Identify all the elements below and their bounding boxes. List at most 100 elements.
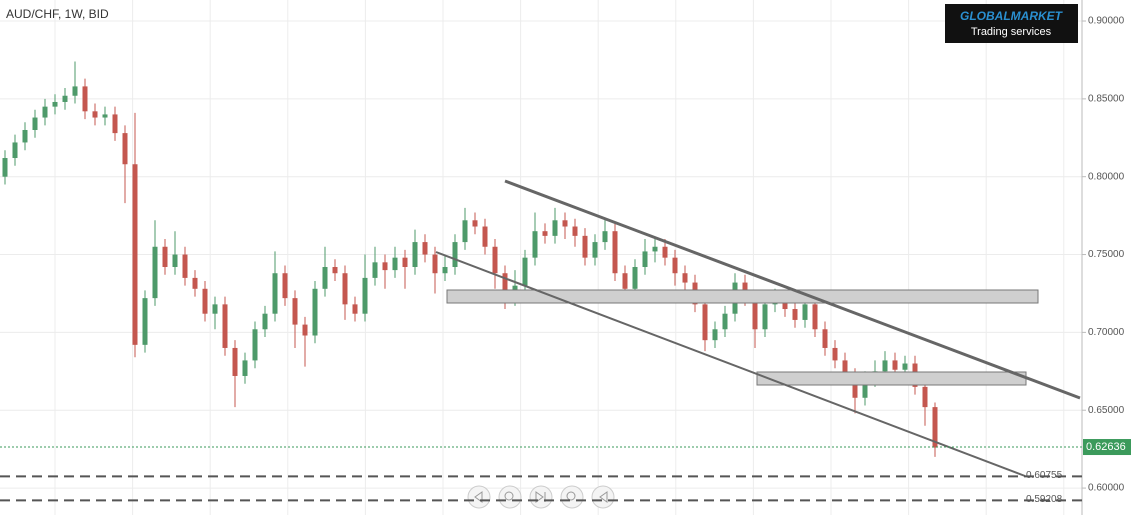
candle-body xyxy=(92,111,98,118)
candle-body xyxy=(832,347,838,361)
candle-body xyxy=(792,309,798,320)
chart-title: AUD/CHF, 1W, BID xyxy=(6,7,109,21)
logo-box xyxy=(945,4,1078,43)
candle-body xyxy=(152,246,158,299)
logo-subtitle: Trading services xyxy=(971,26,1052,38)
candle-body xyxy=(552,220,558,236)
y-tick-label: 0.60000 xyxy=(1088,483,1125,494)
y-tick-label: 0.70000 xyxy=(1088,327,1125,338)
y-tick-label: 0.65000 xyxy=(1088,405,1125,416)
zoom-out-button[interactable] xyxy=(498,485,522,509)
toolbar-icons xyxy=(474,491,608,503)
candle-body xyxy=(62,95,68,102)
candle-body xyxy=(412,242,418,267)
candle-body xyxy=(472,220,478,227)
candle-body xyxy=(382,262,388,271)
candle-body xyxy=(672,257,678,274)
candle-body xyxy=(142,298,148,345)
candle-body xyxy=(482,226,488,247)
candle-body xyxy=(722,313,728,330)
zoom-in-icon xyxy=(566,491,576,501)
candle-body xyxy=(812,304,818,330)
candle-body xyxy=(132,164,138,345)
candle-body xyxy=(292,298,298,325)
candle-body xyxy=(192,277,198,289)
candle-body xyxy=(22,129,28,143)
candle-body xyxy=(562,220,568,227)
candle-body xyxy=(612,231,618,274)
candle-body xyxy=(362,277,368,314)
toolbar xyxy=(467,485,615,509)
candle-body xyxy=(592,242,598,258)
candle-body xyxy=(202,288,208,314)
candle-body xyxy=(652,246,658,252)
logo: GLOBALMARKET Trading services xyxy=(945,4,1078,43)
candle-body xyxy=(232,347,238,376)
candle-body xyxy=(432,254,438,274)
candle-body xyxy=(252,329,258,361)
upper-trend-line xyxy=(504,179,1081,400)
y-tick-label: 0.85000 xyxy=(1088,93,1125,104)
candle-body xyxy=(782,298,788,310)
candle-body xyxy=(822,329,828,348)
candle-body xyxy=(712,329,718,341)
candle-body xyxy=(112,114,118,134)
logo-title: GLOBALMARKET xyxy=(960,9,1064,23)
scroll-right-button[interactable] xyxy=(591,485,615,509)
candle-body xyxy=(312,288,318,336)
candle-body xyxy=(332,266,338,274)
candle-body xyxy=(422,242,428,255)
reset-button[interactable] xyxy=(529,485,553,509)
candle-body xyxy=(862,379,868,398)
resistance-zone xyxy=(446,289,1039,304)
candle-body xyxy=(542,231,548,236)
price-level-label: 0.59208 xyxy=(1026,494,1063,505)
candle-body xyxy=(402,257,408,267)
candle-body xyxy=(622,273,628,289)
candle-body xyxy=(222,304,228,348)
current-price-box xyxy=(1083,439,1131,456)
lower-trend-line xyxy=(435,251,1026,477)
current-price-label: 0.62636 xyxy=(1086,441,1126,453)
support-zone xyxy=(756,371,1027,386)
candle-body xyxy=(902,363,908,370)
candle-body xyxy=(682,273,688,283)
candle-body xyxy=(12,142,18,159)
zoom-out-icon xyxy=(504,491,514,501)
candle-body xyxy=(932,407,938,448)
candle-body xyxy=(642,251,648,267)
y-tick-label: 0.75000 xyxy=(1088,249,1125,260)
candle-body xyxy=(242,360,248,376)
candle-body xyxy=(212,304,218,314)
candle-body xyxy=(522,257,528,286)
candle-body xyxy=(842,360,848,376)
candle-body xyxy=(802,304,808,320)
candle-body xyxy=(32,117,38,130)
candle-body xyxy=(2,158,8,177)
candle-body xyxy=(72,86,78,96)
scroll-left-button[interactable] xyxy=(467,485,491,509)
candle-body xyxy=(392,257,398,271)
candle-body xyxy=(302,324,308,336)
zoom-in-button[interactable] xyxy=(560,485,584,509)
candle-body xyxy=(492,246,498,274)
candle-body xyxy=(572,226,578,236)
grid xyxy=(0,0,1082,515)
candle-body xyxy=(352,304,358,314)
candle-body xyxy=(852,375,858,398)
candle-body xyxy=(532,231,538,258)
candle-body xyxy=(372,262,378,278)
y-tick-label: 0.90000 xyxy=(1088,16,1125,27)
candle-body xyxy=(632,266,638,289)
candle-body xyxy=(892,360,898,370)
price-level-label: 0.60755 xyxy=(1026,470,1063,481)
candle-body xyxy=(182,254,188,278)
candle-body xyxy=(322,266,328,289)
candle-body xyxy=(762,304,768,330)
y-tick-label: 0.80000 xyxy=(1088,171,1125,182)
candle-body xyxy=(272,273,278,314)
candle-body xyxy=(42,106,48,118)
candle-body xyxy=(582,235,588,258)
candle-body xyxy=(102,114,108,118)
